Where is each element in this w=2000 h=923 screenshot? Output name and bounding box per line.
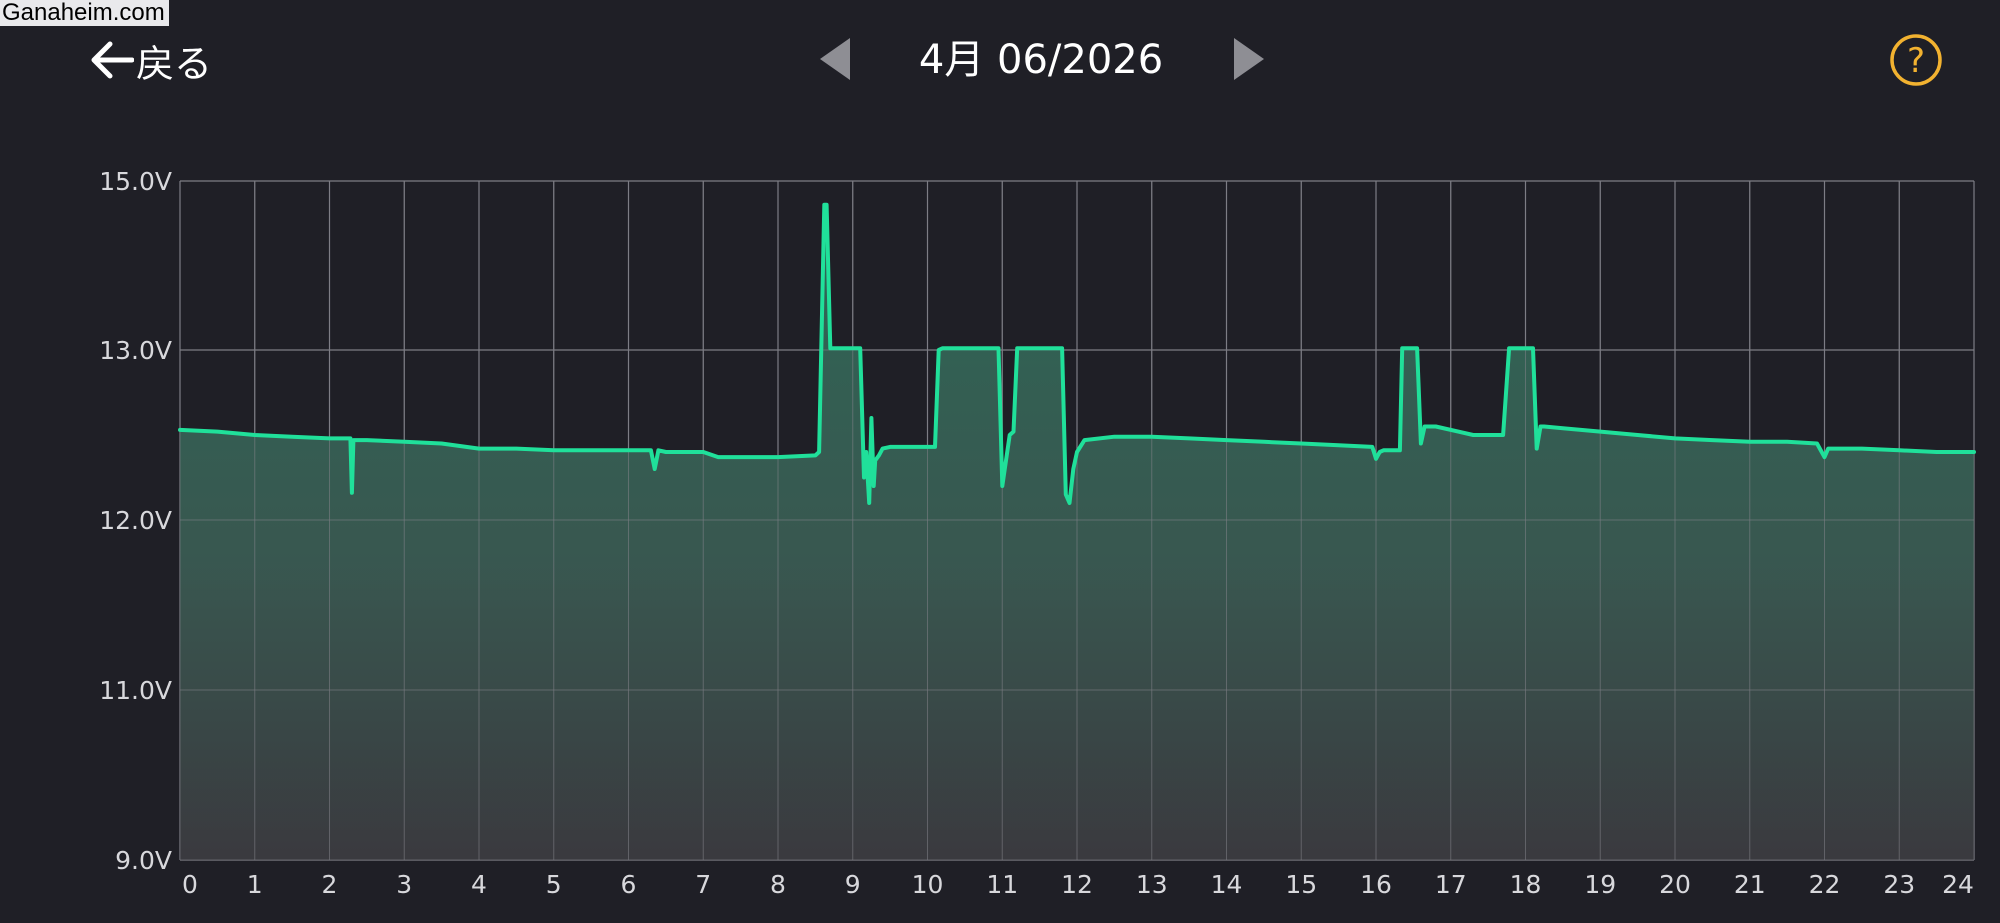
y-tick-label: 9.0V	[115, 846, 172, 875]
y-tick-label: 13.0V	[99, 336, 172, 365]
x-tick-label: 9	[845, 870, 861, 899]
x-tick-label: 6	[621, 870, 637, 899]
x-tick-label: 23	[1883, 870, 1915, 899]
x-tick-label: 21	[1734, 870, 1766, 899]
x-tick-label: 1	[247, 870, 263, 899]
date-title: 4月 06/2026	[918, 37, 1164, 83]
x-tick-label: 3	[396, 870, 412, 899]
x-tick-label: 8	[770, 870, 786, 899]
x-tick-label: 18	[1510, 870, 1542, 899]
back-button[interactable]: 戻る	[88, 32, 212, 88]
x-tick-label: 0	[182, 870, 198, 899]
x-tick-label: 22	[1809, 870, 1841, 899]
x-tick-label: 24	[1942, 870, 1974, 899]
svg-text:?: ?	[1907, 41, 1925, 81]
y-tick-label: 11.0V	[99, 676, 172, 705]
x-tick-label: 7	[695, 870, 711, 899]
x-tick-label: 20	[1659, 870, 1691, 899]
y-tick-label: 15.0V	[99, 167, 172, 196]
triangle-left-icon[interactable]	[818, 36, 858, 82]
x-tick-label: 10	[912, 870, 944, 899]
x-tick-label: 17	[1435, 870, 1467, 899]
question-circle-icon[interactable]: ?	[1888, 32, 1944, 88]
arrow-left-icon	[91, 41, 134, 79]
x-tick-label: 2	[322, 870, 338, 899]
x-tick-label: 4	[471, 870, 487, 899]
x-tick-label: 19	[1584, 870, 1616, 899]
watermark-label: Ganaheim.com	[0, 0, 169, 26]
voltage-series-line	[178, 202, 1976, 505]
x-tick-label: 12	[1061, 870, 1093, 899]
chart-area-layer	[178, 180, 1976, 861]
x-tick-label: 15	[1285, 870, 1317, 899]
x-tick-label: 5	[546, 870, 562, 899]
back-label: 戻る	[136, 41, 213, 86]
triangle-right-icon[interactable]	[1226, 36, 1266, 82]
x-tick-label: 16	[1360, 870, 1392, 899]
y-tick-label: 12.0V	[99, 506, 172, 535]
x-tick-label: 14	[1211, 870, 1243, 899]
x-tick-label: 11	[986, 870, 1018, 899]
x-tick-label: 13	[1136, 870, 1168, 899]
